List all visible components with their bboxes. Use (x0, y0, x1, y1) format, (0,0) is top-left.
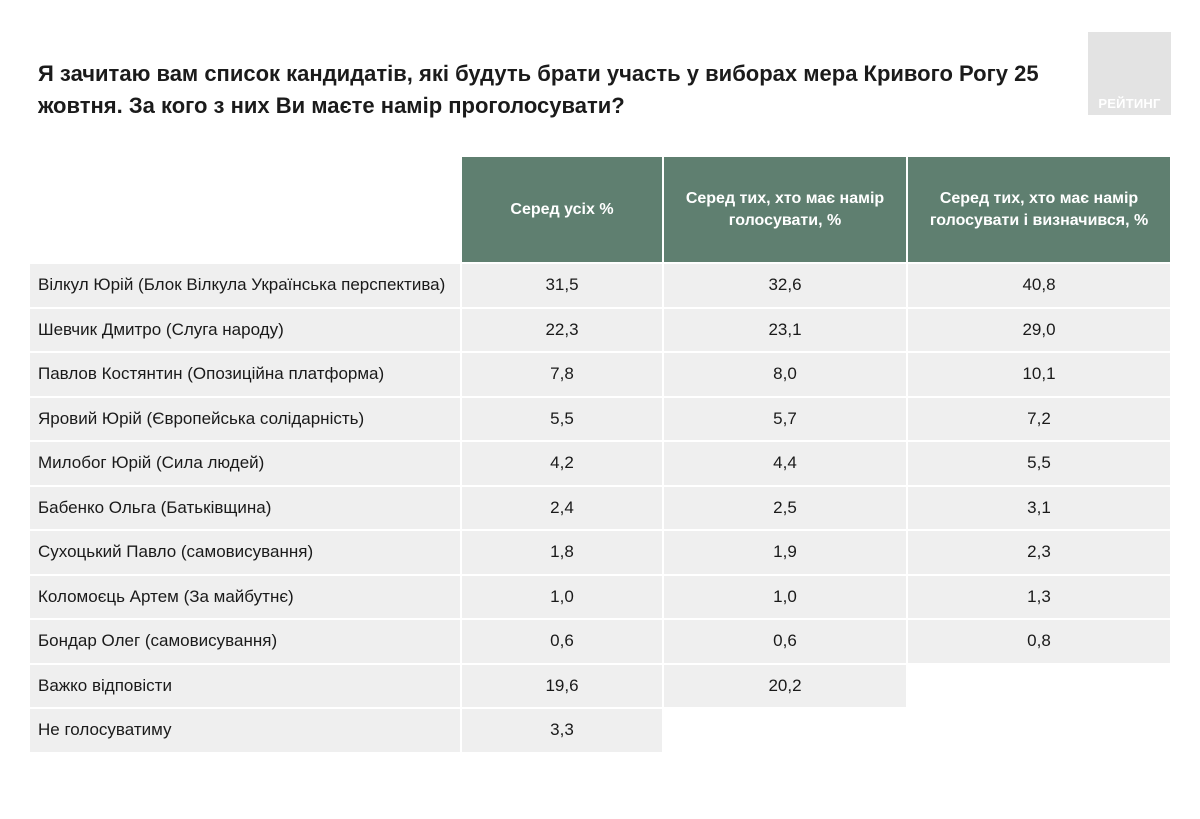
value-cell: 10,1 (908, 353, 1170, 396)
value-cell: 3,1 (908, 486, 1170, 529)
value-cell: 5,5 (908, 442, 1170, 485)
value-cell: 4,4 (664, 442, 906, 485)
value-cell: 2,3 (908, 531, 1170, 574)
value-cell: 1,3 (908, 575, 1170, 618)
value-cell: 19,6 (462, 664, 662, 707)
value-cell: 7,8 (462, 353, 662, 396)
column-header: Серед тих, хто має намір голосувати і ви… (908, 157, 1170, 262)
value-cell: 31,5 (462, 264, 662, 307)
value-cell: 0,6 (462, 620, 662, 663)
row-label: Яровий Юрій (Європейська солідарність) (30, 397, 460, 440)
value-cell: 22,3 (462, 308, 662, 351)
value-cell: 0,6 (664, 620, 906, 663)
row-label: Бондар Олег (самовисування) (30, 620, 460, 663)
row-label: Не голосуватиму (30, 709, 460, 752)
value-cell: 8,0 (664, 353, 906, 396)
value-cell: 29,0 (908, 308, 1170, 351)
value-cell: 2,5 (664, 486, 906, 529)
row-label: Павлов Костянтин (Опозиційна платформа) (30, 353, 460, 396)
page-title: Я зачитаю вам список кандидатів, які буд… (38, 61, 1039, 118)
column-header: Серед тих, хто має намір голосувати, % (664, 157, 906, 262)
row-label: Сухоцький Павло (самовисування) (30, 531, 460, 574)
value-cell: 0,8 (908, 620, 1170, 663)
column-header: Серед усіх % (462, 157, 662, 262)
value-cell: 5,5 (462, 397, 662, 440)
logo-text: РЕЙТИНГ (1098, 96, 1161, 111)
value-cell: 5,7 (664, 397, 906, 440)
value-cell: 1,0 (664, 575, 906, 618)
value-cell: 7,2 (908, 397, 1170, 440)
row-label: Коломоєць Артем (За майбутнє) (30, 575, 460, 618)
value-cell: 1,9 (664, 531, 906, 574)
row-label: Вілкул Юрій (Блок Вілкула Українська пер… (30, 264, 460, 307)
row-label: Важко відповісти (30, 664, 460, 707)
value-cell: 2,4 (462, 486, 662, 529)
value-cell: 32,6 (664, 264, 906, 307)
value-cell: 1,0 (462, 575, 662, 618)
row-label: Бабенко Ольга (Батьківщина) (30, 486, 460, 529)
value-cell: 1,8 (462, 531, 662, 574)
value-cell: 40,8 (908, 264, 1170, 307)
value-cell: 20,2 (664, 664, 906, 707)
row-label: Шевчик Дмитро (Слуга народу) (30, 308, 460, 351)
value-cell: 4,2 (462, 442, 662, 485)
value-cell: 23,1 (664, 308, 906, 351)
row-label: Милобог Юрій (Сила людей) (30, 442, 460, 485)
value-cell: 3,3 (462, 709, 662, 752)
results-table: Серед усіх % Серед тих, хто має намір гол… (30, 157, 1170, 753)
rating-logo: РЕЙТИНГ (1088, 32, 1171, 115)
